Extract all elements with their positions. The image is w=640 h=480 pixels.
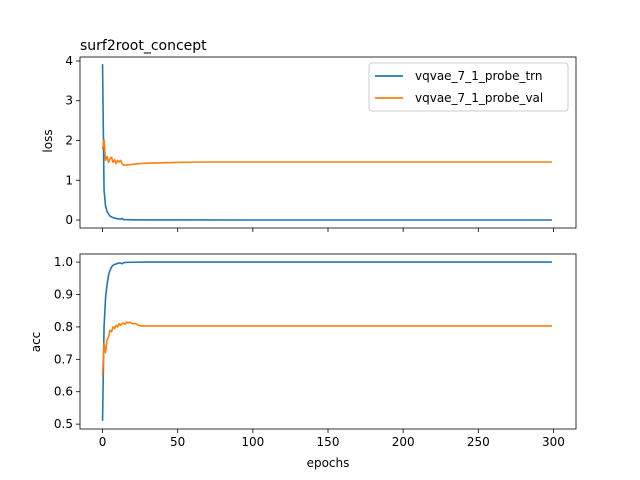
y-tick-label: 0.5: [54, 417, 73, 431]
x-tick-label: 250: [467, 435, 490, 449]
series-line-trn: [101, 64, 552, 221]
acc-subplot: acc epochs 0 50 100 150 200 250 300 0.5 0.6 0.7 0.…: [29, 253, 577, 470]
loss-y-axis-label: loss: [41, 129, 55, 152]
y-tick-label: 3: [65, 94, 73, 108]
y-tick-label: 0.8: [54, 320, 73, 334]
x-axis-label: epochs: [307, 456, 350, 470]
acc-y-axis-label: acc: [29, 332, 43, 353]
y-tick-label: 0: [65, 213, 73, 227]
x-tick-label: 50: [170, 435, 185, 449]
x-tick-label: 0: [99, 435, 107, 449]
loss-plot-frame: [79, 56, 577, 229]
y-tick-label: 2: [65, 134, 73, 148]
chart-title: surf2root_concept: [80, 38, 207, 54]
x-tick-label: 300: [542, 435, 565, 449]
series-line-val: [101, 138, 552, 166]
y-tick-label: 0.6: [54, 385, 73, 399]
series-line-val: [101, 321, 552, 376]
legend-label-val: vqvae_7_1_probe_val: [415, 91, 543, 105]
y-tick-label: 1.0: [54, 255, 73, 269]
x-tick-label: 200: [392, 435, 415, 449]
series-line-trn: [101, 261, 552, 421]
y-tick-label: 1: [65, 173, 73, 187]
loss-subplot: surf2root_concept loss 0 1 2 3 4 vqvae_7_1_p…: [41, 38, 577, 232]
y-tick-label: 0.9: [54, 288, 73, 302]
legend-box: [368, 62, 569, 112]
x-tick-label: 100: [241, 435, 264, 449]
legend: vqvae_7_1_probe_trn vqvae_7_1_probe_val: [368, 62, 569, 112]
legend-label-trn: vqvae_7_1_probe_trn: [415, 69, 543, 83]
acc-plot-frame: [79, 253, 577, 430]
y-tick-label: 0.7: [54, 352, 73, 366]
x-tick-label: 150: [317, 435, 340, 449]
y-tick-label: 4: [65, 54, 73, 68]
